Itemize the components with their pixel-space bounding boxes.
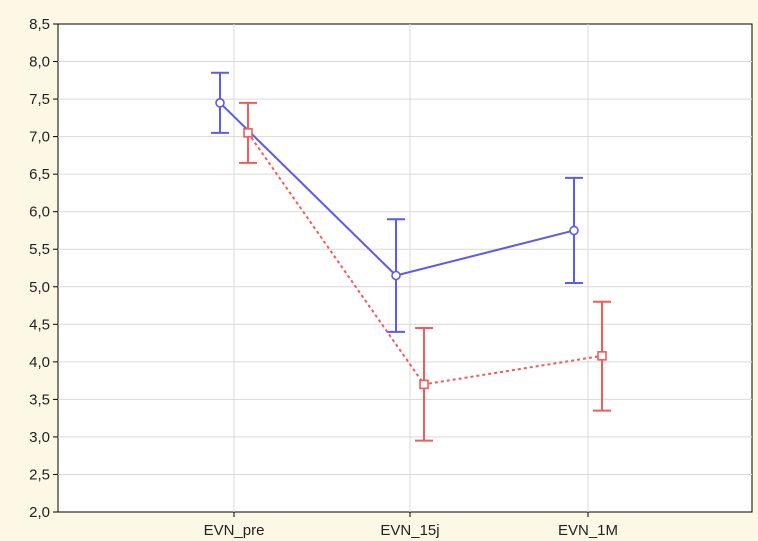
y-tick-label: 5,5 [29, 241, 50, 258]
y-tick-label: 8,0 [29, 54, 50, 71]
y-tick-label: 8,5 [29, 16, 50, 33]
x-tick-label: EVN_1M [558, 522, 618, 539]
x-axis: EVN_pre EVN_15j EVN_1M [204, 512, 618, 539]
data-point [597, 351, 607, 361]
y-tick-label: 3,5 [29, 391, 50, 408]
data-point [419, 379, 429, 390]
grid [58, 24, 752, 512]
data-point [569, 225, 579, 236]
y-tick-label: 4,0 [29, 354, 50, 371]
data-point [215, 98, 225, 108]
series-1 [211, 71, 583, 333]
x-tick-label: EVN_pre [204, 522, 265, 539]
data-point [391, 270, 401, 281]
series-2 [239, 101, 611, 442]
plot-area [57, 23, 753, 513]
y-axis: 2,0 2,5 3,0 3,5 4,0 4,5 5,0 5,5 6,0 6,5 7,0 7,5 8,0 8… [29, 16, 58, 521]
y-tick-label: 5,0 [29, 279, 50, 296]
y-tick-label: 4,5 [29, 316, 50, 333]
y-tick-label: 6,0 [29, 204, 50, 221]
y-tick-label: 2,0 [29, 504, 50, 521]
data-point [243, 128, 253, 138]
y-tick-label: 7,5 [29, 91, 50, 108]
series-group [211, 71, 611, 442]
y-tick-label: 3,0 [29, 429, 50, 446]
y-tick-label: 2,5 [29, 466, 50, 483]
y-tick-label: 7,0 [29, 129, 50, 146]
y-tick-label: 6,5 [29, 166, 50, 183]
x-tick-label: EVN_15j [380, 522, 439, 539]
